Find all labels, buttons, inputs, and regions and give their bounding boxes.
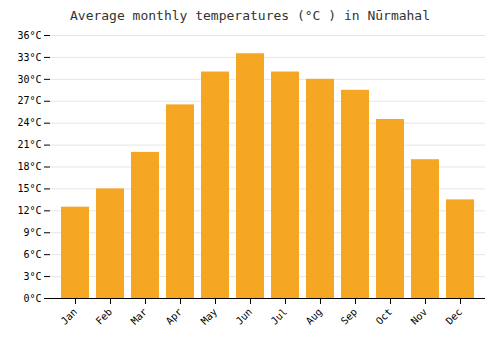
svg-text:36°C: 36°C: [17, 30, 41, 41]
svg-text:6°C: 6°C: [23, 249, 41, 260]
svg-text:Jan: Jan: [59, 306, 80, 327]
svg-text:May: May: [199, 306, 220, 327]
svg-text:Jun: Jun: [234, 306, 255, 327]
svg-text:9°C: 9°C: [23, 227, 41, 238]
html-text:Average monthly temperatures (: Average monthly temperatures (°C ) in Nū…: [70, 8, 430, 23]
svg-text:21°C: 21°C: [17, 139, 41, 150]
svg-text:Oct: Oct: [374, 306, 395, 327]
svg-text:Aug: Aug: [304, 306, 325, 327]
svg-text:0°C: 0°C: [23, 293, 41, 304]
svg-text:27°C: 27°C: [17, 95, 41, 106]
svg-text:33°C: 33°C: [17, 52, 41, 63]
svg-text:Dec: Dec: [444, 306, 465, 327]
svg-text:Apr: Apr: [164, 306, 185, 327]
svg-text:24°C: 24°C: [17, 117, 41, 128]
svg-text:18°C: 18°C: [17, 161, 41, 172]
svg-text:Feb: Feb: [94, 306, 115, 327]
svg-text:Jul: Jul: [269, 306, 290, 327]
svg-text:Sep: Sep: [339, 306, 360, 327]
svg-text:15°C: 15°C: [17, 183, 41, 194]
svg-text:Nov: Nov: [409, 306, 430, 327]
svg-text:3°C: 3°C: [23, 271, 41, 282]
svg-text:12°C: 12°C: [17, 205, 41, 216]
svg-text:Mar: Mar: [129, 306, 150, 327]
svg-text:30°C: 30°C: [17, 74, 41, 85]
